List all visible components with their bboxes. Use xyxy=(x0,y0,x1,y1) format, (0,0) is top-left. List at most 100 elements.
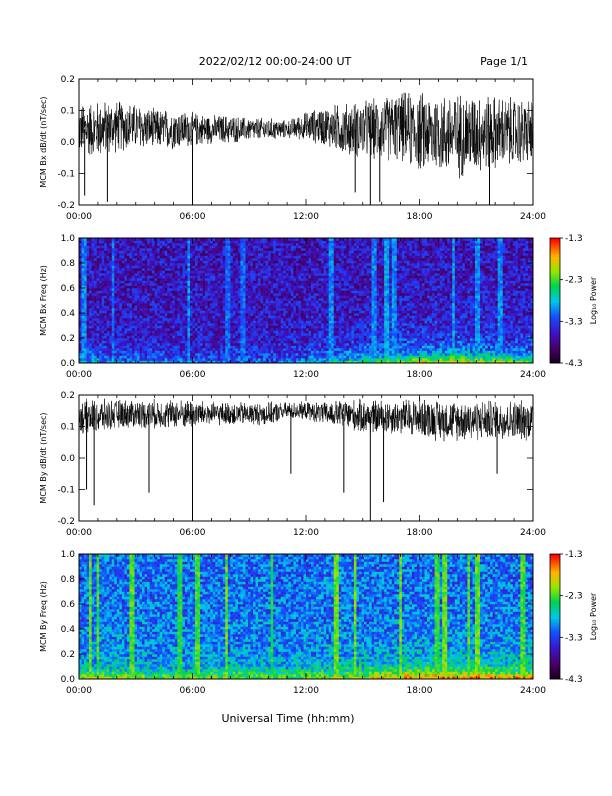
spectrogram-cell xyxy=(311,326,314,329)
spectrogram-cell xyxy=(230,241,233,244)
spectrogram-cell xyxy=(104,306,107,309)
spectrogram-cell xyxy=(203,243,206,246)
spectrogram-cell xyxy=(175,281,178,284)
spectrogram-cell xyxy=(283,261,286,264)
spectrogram-cell xyxy=(215,323,218,326)
spectrogram-cell xyxy=(160,338,163,341)
spectrogram-cell xyxy=(240,286,243,289)
spectrogram-cell xyxy=(233,248,236,251)
spectrogram-cell xyxy=(301,268,304,271)
spectrogram-cell xyxy=(238,321,241,324)
spectrogram-cell xyxy=(273,348,276,351)
spectrogram-cell xyxy=(84,256,87,259)
spectrogram-cell xyxy=(87,256,90,259)
spectrogram-cell xyxy=(276,266,279,269)
spectrogram-cell xyxy=(150,288,153,291)
spectrogram-cell xyxy=(84,258,87,261)
spectrogram-cell xyxy=(261,248,264,251)
spectrogram-cell xyxy=(87,333,90,336)
spectrogram-cell xyxy=(309,321,312,324)
spectrogram-cell xyxy=(321,258,324,261)
spectrogram-cell xyxy=(321,318,324,321)
spectrogram-cell xyxy=(218,353,221,356)
spectrogram-cell xyxy=(278,313,281,316)
spectrogram-cell xyxy=(230,336,233,339)
spectrogram-cell xyxy=(195,331,198,334)
spectrogram-cell xyxy=(311,341,314,344)
spectrogram-cell xyxy=(309,286,312,289)
spectrogram-cell xyxy=(145,343,148,346)
spectrogram-cell xyxy=(193,331,196,334)
spectrogram-cell xyxy=(235,298,238,301)
spectrogram-cell xyxy=(99,266,102,269)
spectrogram-cell xyxy=(278,331,281,334)
spectrogram-cell xyxy=(298,288,301,291)
spectrogram-cell xyxy=(104,291,107,294)
spectrogram-cell xyxy=(99,298,102,301)
spectrogram-cell xyxy=(306,281,309,284)
spectrogram-cell xyxy=(157,303,160,306)
spectrogram-cell xyxy=(117,281,120,284)
spectrogram-cell xyxy=(127,281,130,284)
spectrogram-cell xyxy=(278,341,281,344)
spectrogram-cell xyxy=(218,258,221,261)
spectrogram-cell xyxy=(167,268,170,271)
spectrogram-cell xyxy=(112,358,115,361)
spectrogram-cell xyxy=(160,286,163,289)
spectrogram-cell xyxy=(271,338,274,341)
spectrogram-cell xyxy=(220,333,223,336)
spectrogram-cell xyxy=(316,263,319,266)
spectrogram-cell xyxy=(213,308,216,311)
spectrogram-cell xyxy=(132,353,135,356)
spectrogram-cell xyxy=(215,248,218,251)
spectrogram-cell xyxy=(152,273,155,276)
spectrogram-cell xyxy=(258,338,261,341)
spectrogram-cell xyxy=(273,263,276,266)
spectrogram-cell xyxy=(132,246,135,249)
spectrogram-cell xyxy=(324,268,327,271)
spectrogram-cell xyxy=(251,316,254,319)
spectrogram-cell xyxy=(293,311,296,314)
spectrogram-cell xyxy=(301,353,304,356)
spectrogram-cell xyxy=(273,258,276,261)
spectrogram-cell xyxy=(127,326,130,329)
spectrogram-cell xyxy=(122,343,125,346)
spectrogram-cell xyxy=(190,246,193,249)
spectrogram-cell xyxy=(218,253,221,256)
spectrogram-cell xyxy=(145,341,148,344)
spectrogram-cell xyxy=(291,281,294,284)
spectrogram-cell xyxy=(311,251,314,254)
spectrogram-cell xyxy=(273,261,276,264)
spectrogram-cell xyxy=(314,248,317,251)
spectrogram-cell xyxy=(187,283,190,286)
spectrogram-cell xyxy=(132,341,135,344)
spectrogram-cell xyxy=(182,328,185,331)
spectrogram-cell xyxy=(162,261,165,264)
spectrogram-cell xyxy=(296,261,299,264)
spectrogram-cell xyxy=(137,278,140,281)
spectrogram-cell xyxy=(172,276,175,279)
spectrogram-cell xyxy=(82,318,85,321)
spectrogram-cell xyxy=(319,356,322,359)
spectrogram-cell xyxy=(238,241,241,244)
spectrogram-cell xyxy=(185,301,188,304)
spectrogram-cell xyxy=(122,318,125,321)
spectrogram-cell xyxy=(102,311,105,314)
spectrogram-cell xyxy=(258,258,261,261)
spectrogram-cell xyxy=(228,273,231,276)
spectrogram-cell xyxy=(258,308,261,311)
spectrogram-cell xyxy=(271,351,274,354)
spectrogram-cell xyxy=(180,328,183,331)
spectrogram-cell xyxy=(240,321,243,324)
spectrogram-cell xyxy=(94,336,97,339)
spectrogram-cell xyxy=(326,336,329,339)
spectrogram-cell xyxy=(321,276,324,279)
spectrogram-cell xyxy=(134,258,137,261)
spectrogram-cell xyxy=(193,358,196,361)
spectrogram-cell xyxy=(283,266,286,269)
spectrogram-cell xyxy=(288,316,291,319)
spectrogram-cell xyxy=(220,273,223,276)
spectrogram-cell xyxy=(303,348,306,351)
spectrogram-cell xyxy=(220,288,223,291)
spectrogram-cell xyxy=(193,346,196,349)
